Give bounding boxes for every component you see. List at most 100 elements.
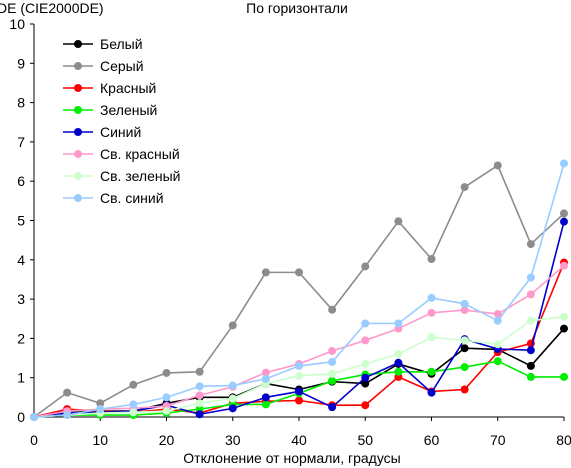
x-tick-label: 30 xyxy=(225,432,241,448)
y-tick-label: 2 xyxy=(17,330,25,346)
legend-item: Синий xyxy=(63,124,141,140)
legend-item: Св. красный xyxy=(63,146,180,162)
data-point xyxy=(560,159,568,168)
data-point xyxy=(427,255,436,264)
data-point xyxy=(96,399,105,408)
legend-label: Св. зеленый xyxy=(100,168,180,184)
data-point xyxy=(228,404,237,413)
data-point xyxy=(162,407,171,416)
data-point xyxy=(560,312,568,321)
data-point xyxy=(162,368,171,377)
series-2 xyxy=(30,161,568,421)
legend-label: Св. синий xyxy=(100,190,164,206)
legend-item: Красный xyxy=(63,80,156,96)
y-tick-label: 6 xyxy=(17,173,25,189)
data-point xyxy=(228,321,237,330)
data-point xyxy=(129,408,138,417)
data-point xyxy=(295,268,303,277)
data-point xyxy=(361,379,370,388)
legend-swatch-marker xyxy=(74,106,82,114)
series-4 xyxy=(30,357,568,421)
data-point xyxy=(560,324,568,333)
data-point xyxy=(328,403,337,412)
data-point xyxy=(195,399,204,408)
data-point xyxy=(526,372,535,381)
data-point xyxy=(460,299,469,308)
y-tick-label: 3 xyxy=(17,291,25,307)
data-point xyxy=(295,371,303,380)
legend-label: Св. красный xyxy=(100,146,180,162)
data-point xyxy=(295,361,303,370)
data-point xyxy=(394,358,403,367)
legend-item: Белый xyxy=(63,36,143,52)
axes: 0 1 2 3 4 5 6 7 8 9 10 0 10 20 30 40 50 60 70 80 xyxy=(9,16,571,448)
legend-label: Зеленый xyxy=(100,102,157,118)
data-point xyxy=(195,382,204,391)
data-point xyxy=(560,261,568,270)
data-point xyxy=(162,393,171,402)
data-point xyxy=(427,367,436,376)
y-tick-label: 5 xyxy=(17,213,25,229)
y-tick-label: 4 xyxy=(17,252,25,268)
data-point xyxy=(261,400,270,409)
data-point xyxy=(394,217,403,226)
x-tick-label: 80 xyxy=(556,432,571,448)
data-point xyxy=(361,262,370,271)
data-point xyxy=(63,388,72,397)
data-point xyxy=(361,319,370,328)
data-point xyxy=(96,405,105,414)
data-point xyxy=(394,367,403,376)
legend-swatch-marker xyxy=(74,150,82,158)
data-point xyxy=(460,363,469,372)
legend-item: Св. синий xyxy=(63,190,164,206)
x-tick-label: 10 xyxy=(92,432,108,448)
data-point xyxy=(427,333,436,342)
legend-item: Св. зеленый xyxy=(63,168,180,184)
data-point xyxy=(261,393,270,402)
legend-label: Синий xyxy=(100,124,141,140)
data-point xyxy=(526,290,535,299)
data-point xyxy=(361,401,370,410)
x-tick-label: 60 xyxy=(424,432,440,448)
data-point xyxy=(361,336,370,345)
data-point xyxy=(361,359,370,368)
legend-swatch-marker xyxy=(74,62,82,70)
data-point xyxy=(427,308,436,317)
data-point xyxy=(129,380,138,389)
data-point xyxy=(460,344,469,353)
data-point xyxy=(526,346,535,355)
data-point xyxy=(261,368,270,377)
x-tick-label: 50 xyxy=(357,432,373,448)
data-point xyxy=(394,319,403,328)
data-point xyxy=(129,400,138,409)
data-point xyxy=(295,396,303,405)
series-layer xyxy=(30,159,568,421)
legend-item: Серый xyxy=(63,58,144,74)
data-point xyxy=(261,374,270,383)
data-point xyxy=(63,411,72,420)
data-point xyxy=(526,316,535,325)
y-tick-label: 8 xyxy=(17,95,25,111)
data-point xyxy=(493,316,502,325)
legend-label: Красный xyxy=(100,80,156,96)
legend-swatch-marker xyxy=(74,172,82,180)
y-axis-label: DE (CIE2000DE) xyxy=(0,0,104,16)
data-point xyxy=(493,357,502,366)
data-point xyxy=(460,385,469,394)
data-point xyxy=(295,387,303,396)
y-tick-label: 7 xyxy=(17,134,25,150)
chart-title: По горизонтали xyxy=(246,0,348,16)
data-point xyxy=(328,305,337,314)
y-tick-label: 0 xyxy=(17,409,25,425)
data-point xyxy=(30,413,38,421)
data-point xyxy=(394,350,403,359)
y-tick-label: 10 xyxy=(9,16,25,32)
data-point xyxy=(328,376,337,385)
data-point xyxy=(493,310,502,319)
data-point xyxy=(427,293,436,302)
data-point xyxy=(328,369,337,378)
series-8 xyxy=(30,159,568,421)
data-point xyxy=(328,357,337,366)
data-point xyxy=(560,217,568,226)
series-5 xyxy=(30,217,568,421)
